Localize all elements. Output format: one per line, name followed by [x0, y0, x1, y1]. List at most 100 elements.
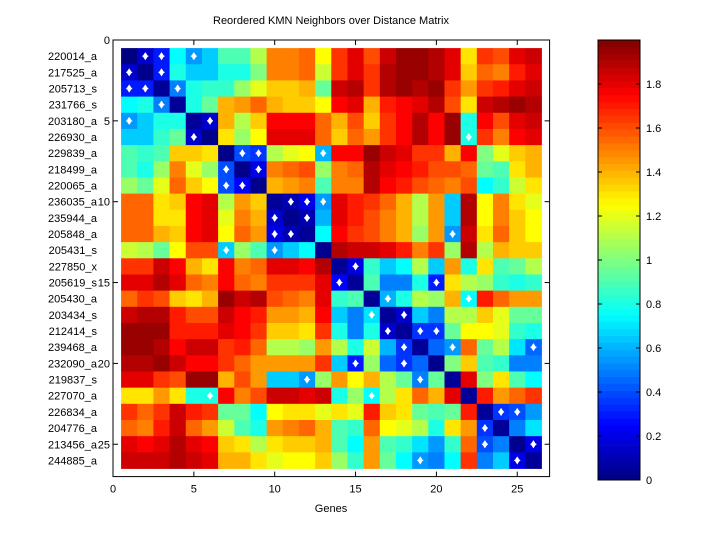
heatmap-cell: [509, 290, 526, 308]
heatmap-cell: [492, 96, 510, 114]
heatmap-cell: [315, 419, 332, 437]
heatmap-cell: [331, 306, 348, 324]
heatmap-cell: [250, 355, 268, 372]
heatmap-cell: [121, 452, 138, 469]
row-label: 244885_a: [48, 455, 98, 467]
colorbar-segment: [598, 397, 640, 405]
heatmap-cell: [428, 290, 445, 308]
neighbor-marker: [287, 229, 294, 239]
heatmap-cell: [250, 48, 268, 65]
heatmap-cell: [509, 339, 526, 356]
heatmap-cell: [428, 177, 445, 195]
row-label: 217525_a: [48, 67, 98, 79]
neighbor-marker: [126, 68, 133, 77]
heatmap-cell: [428, 193, 445, 211]
heatmap-cell: [315, 96, 332, 114]
heatmap-cell: [250, 290, 268, 308]
heatmap-cell: [137, 290, 154, 308]
heatmap-cell: [460, 274, 478, 292]
heatmap-cell: [412, 290, 429, 308]
heatmap-cell: [428, 64, 445, 81]
heatmap-cell: [412, 161, 429, 178]
heatmap-cell: [412, 225, 429, 243]
heatmap-cell: [169, 225, 187, 243]
heatmap-cell: [460, 96, 478, 114]
heatmap-cell: [379, 242, 397, 259]
heatmap-cell: [250, 128, 268, 146]
heatmap-cell: [395, 48, 413, 65]
heatmap-cell: [282, 355, 300, 372]
heatmap-cell: [153, 161, 170, 178]
heatmap-cell: [363, 193, 381, 211]
heatmap-cell: [395, 177, 413, 195]
heatmap-cell: [509, 274, 526, 292]
heatmap-cell: [476, 387, 494, 405]
colorbar-tick-label: 1.6: [646, 123, 661, 135]
neighbor-marker: [271, 213, 278, 222]
heatmap-cell: [492, 193, 510, 211]
heatmap-cell: [282, 96, 300, 114]
neighbor-marker: [368, 310, 375, 319]
heatmap-cell: [525, 355, 542, 372]
heatmap-cell: [282, 290, 300, 308]
heatmap-cell: [525, 274, 542, 292]
heatmap-cell: [266, 371, 284, 389]
heatmap-cell: [282, 436, 300, 453]
neighbor-marker: [530, 440, 537, 449]
heatmap-cell: [363, 225, 381, 243]
heatmap-cell: [363, 177, 381, 195]
heatmap-cell: [412, 436, 429, 453]
neighbor-marker: [223, 246, 230, 255]
heatmap-cell: [379, 274, 397, 292]
heatmap-cell: [444, 193, 462, 211]
heatmap-cell: [169, 193, 187, 211]
heatmap-cell: [444, 80, 462, 97]
heatmap-cell: [347, 419, 365, 437]
heatmap-cell: [201, 274, 219, 292]
heatmap-cell: [137, 209, 154, 227]
heatmap-cell: [460, 322, 478, 340]
heatmap-cell: [266, 258, 284, 275]
colorbar-tick-label: 1: [646, 255, 652, 267]
heatmap-cell: [185, 371, 203, 389]
heatmap-cell: [476, 112, 494, 130]
heatmap-cell: [428, 96, 445, 114]
heatmap-cell: [234, 48, 251, 65]
heatmap-cell: [218, 145, 235, 162]
heatmap-cell: [460, 371, 478, 389]
heatmap-cell: [315, 436, 332, 453]
colorbar-segment: [598, 294, 640, 302]
heatmap-cell: [266, 145, 284, 162]
heatmap-cell: [185, 225, 203, 243]
heatmap-cell: [234, 371, 251, 389]
heatmap-cell: [121, 128, 138, 146]
heatmap-cell: [331, 193, 348, 211]
heatmap-cell: [250, 177, 268, 195]
heatmap-cell: [412, 306, 429, 324]
heatmap-cell: [137, 419, 154, 437]
heatmap-cell: [137, 306, 154, 324]
heatmap-cell: [379, 80, 397, 97]
heatmap-cell: [347, 322, 365, 340]
neighbor-marker: [514, 407, 521, 416]
heatmap-cell: [201, 306, 219, 324]
heatmap-cell: [266, 452, 284, 469]
heatmap-cell: [153, 209, 170, 227]
neighbor-marker: [223, 181, 230, 190]
heatmap-cell: [266, 322, 284, 340]
heatmap-cell: [492, 177, 510, 195]
heatmap-cell: [363, 452, 381, 469]
heatmap-cell: [315, 274, 332, 292]
heatmap-cell: [525, 242, 542, 259]
heatmap-cell: [218, 48, 235, 65]
neighbor-marker: [465, 294, 472, 303]
colorbar-segment: [598, 301, 640, 309]
row-label: 231766_s: [49, 100, 98, 112]
heatmap-cell: [121, 436, 138, 453]
heatmap-cell: [315, 371, 332, 389]
heatmap-cell: [379, 419, 397, 437]
heatmap-cell: [331, 242, 348, 259]
heatmap-cell: [315, 242, 332, 259]
heatmap-cell: [169, 64, 187, 81]
heatmap-cell: [169, 436, 187, 453]
